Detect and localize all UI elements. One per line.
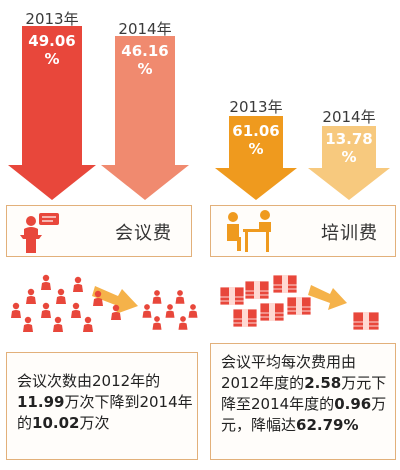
- crowd-people-icon: [11, 274, 121, 332]
- cash-stack-icon: [352, 311, 380, 331]
- meeting-desc-text: 会议次数由2012年的11.99万次下降到2014年的10.02万次: [17, 372, 193, 432]
- chart2-value-2013: 61.06%: [232, 122, 280, 158]
- bar-2014-training: [308, 126, 390, 200]
- meeting-fee-label-box: 会议费: [6, 205, 192, 257]
- chart1-year-2014: 2014年: [118, 20, 172, 38]
- training-desc-box: 会议平均每次费用由2012年度的2.58万元下降至2014年度的0.96万元，降…: [210, 343, 396, 460]
- training-desk-icon: [227, 210, 271, 252]
- cash-stack-icon: [219, 275, 312, 328]
- chart2-year-2014: 2014年: [322, 108, 376, 126]
- decrease-arrow-icon: [308, 285, 347, 310]
- chart1-year-2013: 2013年: [25, 10, 79, 28]
- crowd-people-icon: [142, 290, 198, 330]
- bar-2014-meeting: [101, 36, 189, 200]
- meeting-desc-box: 会议次数由2012年的11.99万次下降到2014年的10.02万次: [6, 352, 198, 460]
- decrease-arrow-icon: [92, 286, 138, 314]
- training-desc-text: 会议平均每次费用由2012年度的2.58万元下降至2014年度的0.96万元，降…: [221, 353, 387, 434]
- meeting-fee-label: 会议费: [115, 223, 172, 244]
- training-fee-label-box: 培训费: [210, 205, 396, 257]
- chart2-value-2014: 13.78%: [325, 130, 373, 166]
- bar-2013-training: [215, 116, 297, 200]
- chart1-value-2014: 46.16%: [121, 42, 169, 78]
- chart2-year-2013: 2013年: [229, 98, 283, 116]
- chart1-value-2013: 49.06%: [28, 32, 76, 68]
- speaker-at-podium-icon: [20, 213, 59, 253]
- training-fee-label: 培训费: [321, 223, 378, 244]
- bar-2013-meeting: [8, 26, 96, 200]
